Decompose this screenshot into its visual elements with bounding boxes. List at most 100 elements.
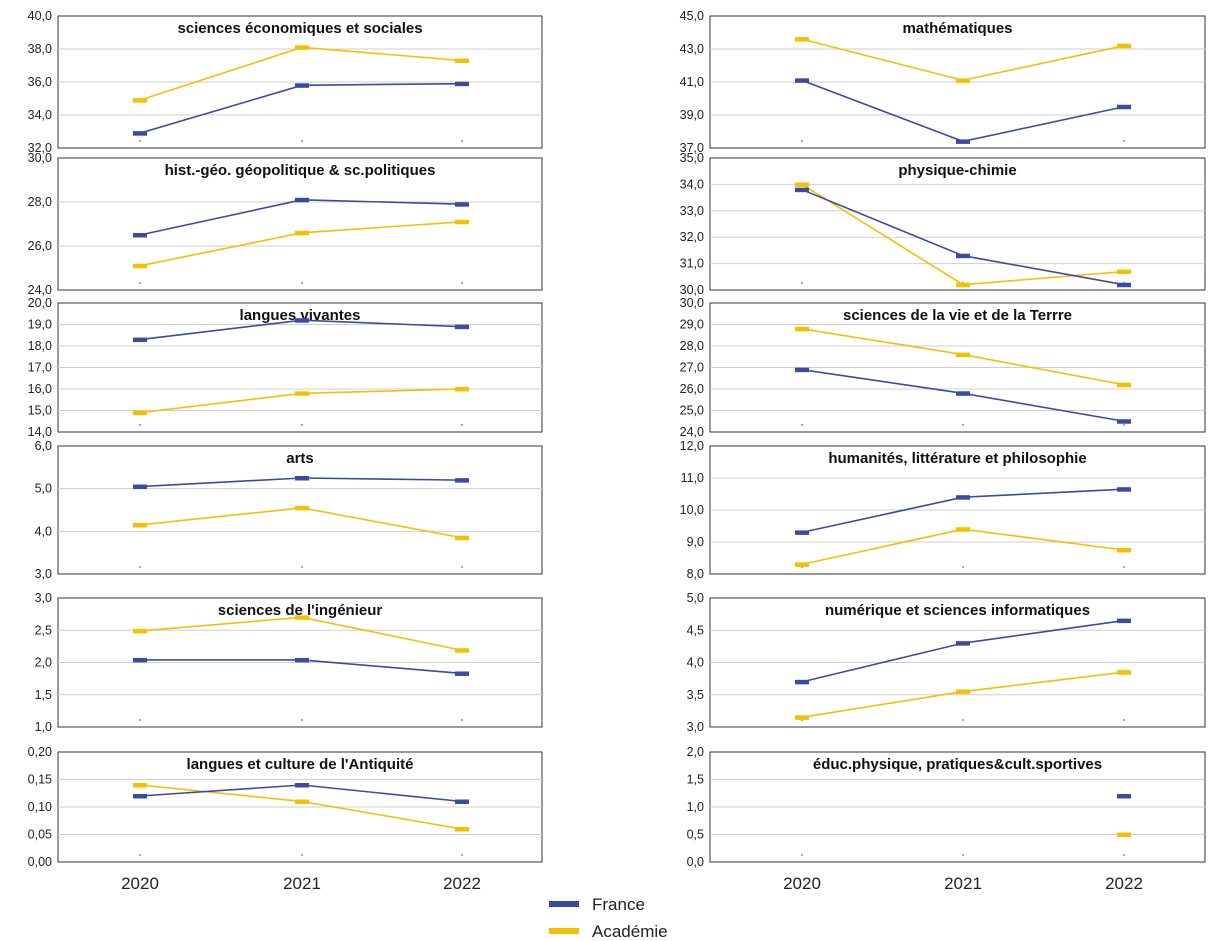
x-tick-mark (1123, 566, 1125, 568)
y-tick-label: 2,0 (35, 656, 52, 670)
data-point-france (795, 530, 809, 535)
x-tick-mark (461, 719, 463, 721)
y-tick-label: 5,0 (35, 482, 52, 496)
data-point-france (795, 78, 809, 83)
data-point-académie (295, 45, 309, 50)
data-point-france (455, 671, 469, 676)
data-point-académie (956, 352, 970, 358)
data-point-france (295, 783, 309, 788)
data-point-france (455, 324, 469, 330)
y-tick-label: 4,5 (687, 623, 704, 637)
series-line-académie (139, 46, 463, 101)
x-tick-mark (301, 282, 303, 284)
data-point-académie (295, 799, 309, 804)
y-tick-label: 34,0 (28, 108, 52, 122)
data-point-académie (795, 37, 809, 42)
panel-title: sciences de l'ingénieur (218, 602, 383, 619)
y-tick-label: 0,05 (28, 828, 52, 842)
y-tick-label: 38,0 (28, 42, 52, 56)
data-point-académie (1117, 548, 1131, 553)
data-point-france (455, 478, 469, 483)
y-tick-label: 30,0 (680, 283, 704, 297)
series-line-france (801, 79, 1125, 143)
data-point-académie (956, 689, 970, 695)
y-tick-label: 19,0 (28, 318, 52, 332)
y-tick-label: 27,0 (680, 361, 704, 375)
y-tick-label: 2,0 (687, 745, 704, 759)
series-line-académie (801, 38, 1125, 82)
data-point-france (133, 794, 147, 799)
panel-title: physique-chimie (898, 162, 1016, 179)
series-line-france (139, 198, 463, 236)
data-point-académie (956, 527, 970, 532)
data-point-france (956, 253, 970, 259)
data-point-académie (455, 648, 469, 653)
panel-frame (57, 157, 543, 291)
panel-title: éduc.physique, pratiques&cult.sportives (813, 756, 1102, 773)
data-point-académie (956, 78, 970, 83)
data-point-académie (295, 615, 309, 620)
x-tick-mark (1123, 140, 1125, 142)
x-tick-mark (139, 140, 141, 142)
x-tick-mark (461, 854, 463, 856)
y-tick-label: 0,20 (28, 745, 52, 759)
data-point-france (1117, 282, 1131, 288)
data-point-académie (1117, 269, 1131, 275)
x-tick-label: 2021 (283, 874, 321, 893)
x-tick-label: 2020 (121, 874, 159, 893)
y-tick-label: 1,0 (35, 720, 52, 734)
y-tick-label: 4,0 (687, 656, 704, 670)
data-point-france (1117, 794, 1131, 799)
y-tick-label: 30,0 (28, 151, 52, 165)
data-point-france (795, 679, 809, 685)
y-tick-label: 12,0 (680, 439, 704, 453)
x-tick-mark (1123, 424, 1125, 426)
data-point-académie (795, 182, 809, 187)
data-point-france (133, 657, 147, 663)
x-tick-mark (301, 719, 303, 721)
y-tick-label: 1,5 (35, 688, 52, 702)
data-point-académie (133, 522, 147, 528)
panel-title: langues et culture de l'Antiquité (187, 756, 414, 773)
legend-swatch-académie (549, 928, 579, 934)
x-tick-label: 2021 (944, 874, 982, 893)
panel-frame (57, 445, 543, 575)
y-tick-label: 0,0 (687, 855, 704, 869)
series-line-académie (801, 528, 1125, 566)
panel-frame (709, 157, 1206, 291)
y-tick-label: 34,0 (680, 177, 704, 191)
x-tick-mark (301, 140, 303, 142)
y-tick-label: 10,0 (680, 503, 704, 517)
y-tick-label: 18,0 (28, 339, 52, 353)
data-point-académie (1117, 43, 1131, 49)
data-point-académie (295, 505, 309, 511)
y-tick-label: 16,0 (28, 382, 52, 396)
data-point-france (795, 187, 809, 193)
data-point-académie (455, 387, 469, 392)
legend-label: Académie (592, 922, 668, 941)
x-tick-mark (801, 140, 803, 142)
x-tick-mark (1123, 854, 1125, 856)
y-tick-label: 8,0 (687, 567, 704, 581)
data-point-france (133, 337, 147, 343)
y-tick-label: 3,0 (35, 591, 52, 605)
data-point-france (295, 318, 309, 323)
x-tick-mark (801, 854, 803, 856)
y-tick-label: 37,0 (680, 141, 704, 155)
data-point-france (455, 81, 469, 87)
legend-label: France (592, 895, 645, 914)
y-tick-label: 41,0 (680, 75, 704, 89)
data-point-académie (455, 219, 469, 225)
y-tick-label: 45,0 (680, 9, 704, 23)
y-tick-label: 3,0 (687, 720, 704, 734)
data-point-académie (133, 263, 147, 269)
y-tick-label: 24,0 (680, 425, 704, 439)
y-tick-label: 0,15 (28, 773, 52, 787)
data-point-académie (295, 391, 309, 396)
x-tick-mark (801, 566, 803, 568)
data-point-france (295, 197, 309, 203)
x-tick-mark (1123, 719, 1125, 721)
data-point-france (455, 799, 469, 804)
x-tick-label: 2020 (783, 874, 821, 893)
data-point-académie (795, 326, 809, 332)
